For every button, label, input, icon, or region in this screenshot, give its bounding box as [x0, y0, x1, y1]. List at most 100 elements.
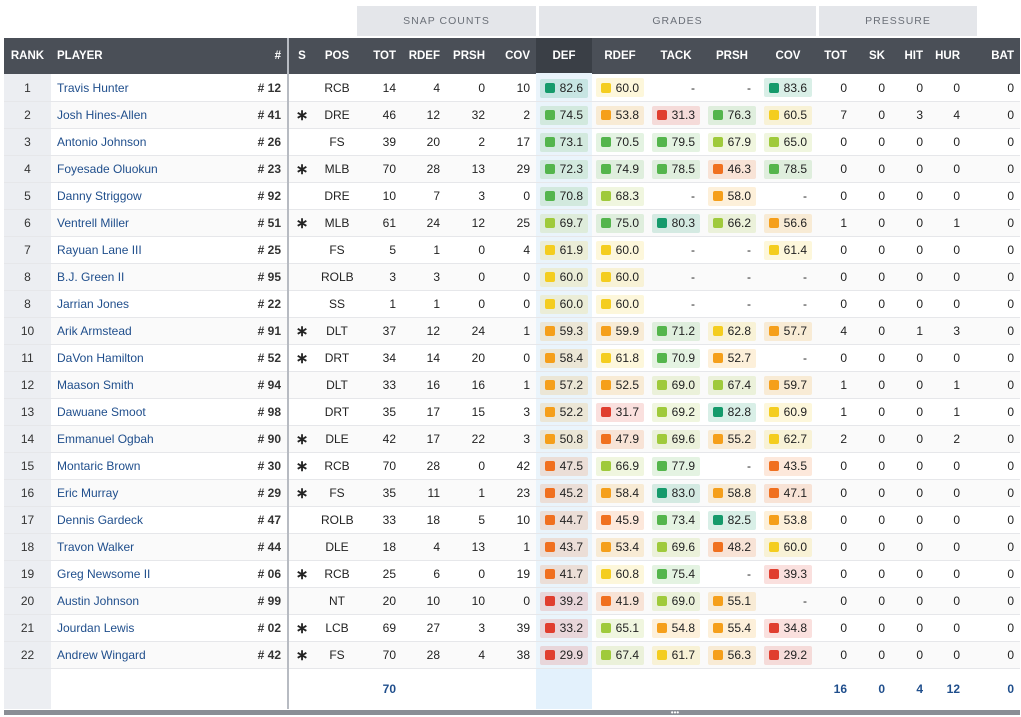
- grade-cell-tack: 73.4: [648, 506, 704, 534]
- grade-cell-prsh: 48.2: [704, 533, 760, 561]
- grade-value: 80.3: [671, 216, 695, 230]
- table-row[interactable]: 1 Travis Hunter # 12 RCB 14 4 0 10 82.6 …: [4, 74, 1020, 102]
- table-row[interactable]: 11 DaVon Hamilton # 52 ∗ DRT 34 14 20 0 …: [4, 344, 1020, 372]
- player-name-link[interactable]: Greg Newsome II: [51, 560, 221, 588]
- player-name-link[interactable]: Travis Hunter: [51, 74, 221, 102]
- player-name-link[interactable]: Danny Striggow: [51, 182, 221, 210]
- snap-tot-cell: 61: [359, 209, 402, 237]
- col-header-pressure-sk[interactable]: SK: [853, 38, 891, 74]
- player-name-link[interactable]: Rayuan Lane III: [51, 236, 221, 264]
- col-header-pressure-bat[interactable]: BAT: [966, 38, 1020, 74]
- pressure-tot-cell: 0: [816, 452, 853, 480]
- player-name-link[interactable]: Maason Smith: [51, 371, 221, 399]
- col-header-snap-prsh[interactable]: PRSH: [446, 38, 491, 74]
- jersey-number: # 51: [221, 209, 289, 237]
- table-row[interactable]: 6 Ventrell Miller # 51 ∗ MLB 61 24 12 25…: [4, 209, 1020, 237]
- col-header-pressure-hur[interactable]: HUR: [929, 38, 966, 74]
- pressure-bat-cell: 0: [966, 479, 1020, 507]
- player-name-link[interactable]: Ventrell Miller: [51, 209, 221, 237]
- grade-chip: 31.7: [596, 402, 644, 422]
- grade-cell-def: 61.9: [536, 236, 592, 264]
- player-name-link[interactable]: B.J. Green II: [51, 263, 221, 291]
- player-name-link[interactable]: Montaric Brown: [51, 452, 221, 480]
- starter-cell: ∗: [288, 101, 315, 129]
- table-row[interactable]: 2 Josh Hines-Allen # 41 ∗ DRE 46 12 32 2…: [4, 101, 1020, 129]
- player-name-link[interactable]: Austin Johnson: [51, 587, 221, 615]
- starter-cell: [288, 506, 315, 534]
- col-header-snap-rdef[interactable]: RDEF: [402, 38, 446, 74]
- player-name-link[interactable]: Emmanuel Ogbah: [51, 425, 221, 453]
- col-header-jersey[interactable]: #: [221, 38, 289, 74]
- scroll-grip-icon[interactable]: •••: [670, 708, 680, 717]
- table-row[interactable]: 12 Maason Smith # 94 DLT 33 16 16 1 57.2…: [4, 371, 1020, 399]
- player-name-link[interactable]: Jarrian Jones: [51, 290, 221, 318]
- grade-color-icon: [769, 407, 779, 417]
- table-row[interactable]: 15 Montaric Brown # 30 ∗ RCB 70 28 0 42 …: [4, 452, 1020, 480]
- table-row[interactable]: 14 Emmanuel Ogbah # 90 ∗ DLE 42 17 22 3 …: [4, 425, 1020, 453]
- table-row[interactable]: 22 Andrew Wingard # 42 ∗ FS 70 28 4 38 2…: [4, 641, 1020, 669]
- grade-value: 82.8: [727, 405, 751, 419]
- col-header-grade-rdef[interactable]: RDEF: [592, 38, 648, 74]
- pressure-tot-cell: 0: [816, 236, 853, 264]
- col-header-snap-cov[interactable]: COV: [491, 38, 536, 74]
- table-row[interactable]: 7 Rayuan Lane III # 25 FS 5 1 0 4 61.9 6…: [4, 236, 1020, 264]
- table-row[interactable]: 20 Austin Johnson # 99 NT 20 10 10 0 39.…: [4, 587, 1020, 615]
- table-row[interactable]: 10 Arik Armstead # 91 ∗ DLT 37 12 24 1 5…: [4, 317, 1020, 345]
- grade-color-icon: [545, 407, 555, 417]
- player-name-link[interactable]: Arik Armstead: [51, 317, 221, 345]
- player-name-link[interactable]: Antonio Johnson: [51, 128, 221, 156]
- col-header-snap-tot[interactable]: TOT: [359, 38, 402, 74]
- grade-chip: 72.3: [540, 159, 588, 179]
- grade-chip: 29.2: [764, 645, 812, 665]
- col-header-pressure-tot[interactable]: TOT: [816, 38, 853, 74]
- table-row[interactable]: 16 Eric Murray # 29 ∗ FS 35 11 1 23 45.2…: [4, 479, 1020, 507]
- player-name-link[interactable]: Jourdan Lewis: [51, 614, 221, 642]
- col-header-grade-tack[interactable]: TACK: [648, 38, 704, 74]
- table-row[interactable]: 21 Jourdan Lewis # 02 ∗ LCB 69 27 3 39 3…: [4, 614, 1020, 642]
- table-row[interactable]: 5 Danny Striggow # 92 DRE 10 7 3 0 70.8 …: [4, 182, 1020, 210]
- col-header-grade-prsh[interactable]: PRSH: [704, 38, 760, 74]
- grade-chip: 34.8: [764, 618, 812, 638]
- table-row[interactable]: 19 Greg Newsome II # 06 ∗ RCB 25 6 0 19 …: [4, 560, 1020, 588]
- player-name-link[interactable]: Foyesade Oluokun: [51, 155, 221, 183]
- grade-color-icon: [545, 380, 555, 390]
- player-name-link[interactable]: Andrew Wingard: [51, 641, 221, 669]
- col-header-grade-def[interactable]: DEF: [536, 38, 592, 75]
- position-cell: LCB: [315, 614, 359, 642]
- grade-chip: 77.9: [652, 456, 700, 476]
- grade-cell-rdef: 53.8: [592, 101, 648, 129]
- table-row[interactable]: 13 Dawuane Smoot # 98 DRT 35 17 15 3 52.…: [4, 398, 1020, 426]
- table-row[interactable]: 4 Foyesade Oluokun # 23 ∗ MLB 70 28 13 2…: [4, 155, 1020, 183]
- col-header-player[interactable]: PLAYER: [51, 38, 221, 74]
- table-row[interactable]: 17 Dennis Gardeck # 47 ROLB 33 18 5 10 4…: [4, 506, 1020, 534]
- jersey-number: # 22: [221, 290, 289, 318]
- position-cell: ROLB: [315, 506, 359, 534]
- position-cell: DRT: [315, 398, 359, 426]
- grade-value: 70.8: [559, 189, 583, 203]
- grade-value: -: [747, 459, 751, 473]
- grade-value: 56.6: [783, 216, 807, 230]
- col-header-pos[interactable]: POS: [315, 38, 359, 74]
- grade-color-icon: [545, 299, 555, 309]
- snap-rdef-cell: 11: [402, 479, 446, 507]
- col-header-grade-cov[interactable]: COV: [760, 38, 816, 74]
- col-header-pressure-hit[interactable]: HIT: [891, 38, 929, 74]
- col-header-rank[interactable]: RANK: [4, 38, 51, 74]
- player-name-link[interactable]: Dawuane Smoot: [51, 398, 221, 426]
- pressure-hit-cell: 0: [891, 452, 929, 480]
- player-name-link[interactable]: Dennis Gardeck: [51, 506, 221, 534]
- table-row[interactable]: 8 B.J. Green II # 95 ROLB 3 3 0 0 60.0 6…: [4, 263, 1020, 291]
- snap-cov-cell: 42: [491, 452, 536, 480]
- player-name-link[interactable]: Josh Hines-Allen: [51, 101, 221, 129]
- player-name-link[interactable]: Travon Walker: [51, 533, 221, 561]
- position-cell: MLB: [315, 209, 359, 237]
- pressure-hur-cell: 0: [929, 182, 966, 210]
- table-row[interactable]: 18 Travon Walker # 44 DLE 18 4 13 1 43.7…: [4, 533, 1020, 561]
- player-name-link[interactable]: DaVon Hamilton: [51, 344, 221, 372]
- table-row[interactable]: 3 Antonio Johnson # 26 FS 39 20 2 17 73.…: [4, 128, 1020, 156]
- player-name-link[interactable]: Eric Murray: [51, 479, 221, 507]
- starter-asterisk-icon: ∗: [295, 107, 309, 124]
- col-header-starter[interactable]: S: [288, 38, 315, 74]
- horizontal-scrollbar[interactable]: [4, 710, 1020, 715]
- table-row[interactable]: 8 Jarrian Jones # 22 SS 1 1 0 0 60.0 60.…: [4, 290, 1020, 318]
